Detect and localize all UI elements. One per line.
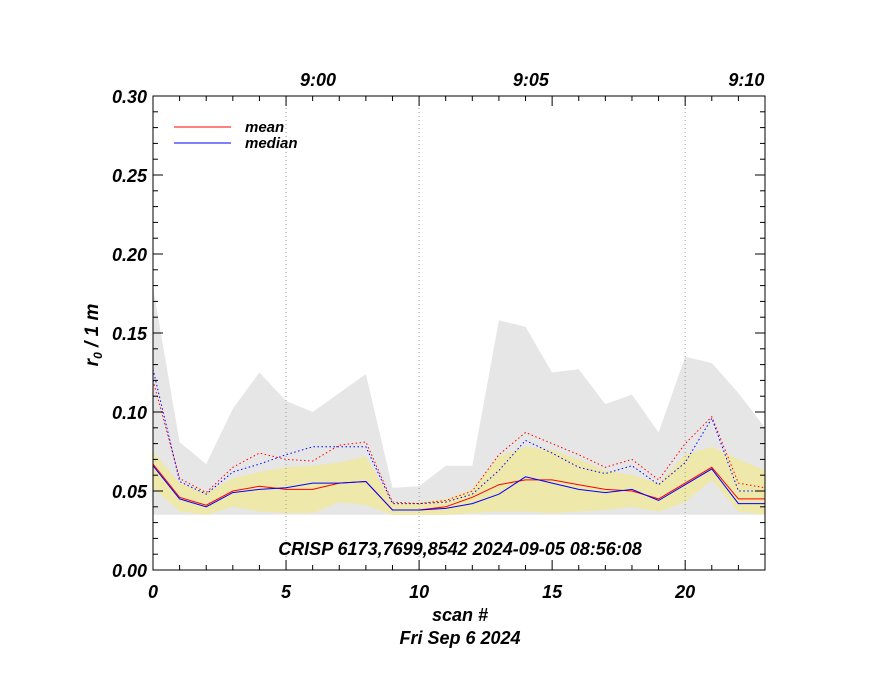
mean-dotted-line [152,380,766,505]
mean-line [152,463,765,511]
tick-labels: 0 5 10 15 20 0.00 0.05 0.10 0.15 0.20 0.25 0.30 9:00… [112,70,764,602]
y-tick-label-1: 0.05 [112,482,148,502]
y-tick-label-6: 0.30 [112,87,147,107]
series-layer [152,369,766,511]
x-tick-label-10: 10 [409,582,429,602]
x-tick-label-15: 15 [542,582,563,602]
legend-label-median: median [245,135,298,152]
top-axis-label-2: 9:10 [728,70,764,90]
y-tick-label-2: 0.10 [112,403,147,423]
yellow-range-band [153,446,765,515]
x-tick-label-0: 0 [148,582,158,602]
y-tick-label-3: 0.15 [112,324,148,344]
date-label: Fri Sep 6 2024 [399,628,520,648]
y-axis-label-tail: / 1 m [82,304,103,353]
x-tick-label-20: 20 [674,582,695,602]
gray-range-band [153,287,765,515]
y-axis-label-sub: 0 [91,352,105,359]
x-tick-label-5: 5 [281,582,292,602]
median-dotted-line [152,369,765,505]
y-tick-label-0: 0.00 [112,561,147,581]
y-axis-label: r0 / 1 m [82,304,105,367]
median-line [152,465,765,511]
bands-layer [153,287,765,515]
top-axis-label-1: 9:05 [513,70,550,90]
y-tick-label-4: 0.20 [112,245,147,265]
y-tick-label-5: 0.25 [112,166,148,186]
legend-label-mean: mean [245,119,284,136]
axis-ticks [152,95,766,571]
annotation-text: CRISP 6173,7699,8542 2024-09-05 08:56:08 [278,539,642,559]
top-axis-label-0: 9:00 [300,70,336,90]
y-axis-label-r: r [82,357,103,366]
x-axis-label: scan # [432,605,488,625]
vertical-gridlines [285,96,686,570]
